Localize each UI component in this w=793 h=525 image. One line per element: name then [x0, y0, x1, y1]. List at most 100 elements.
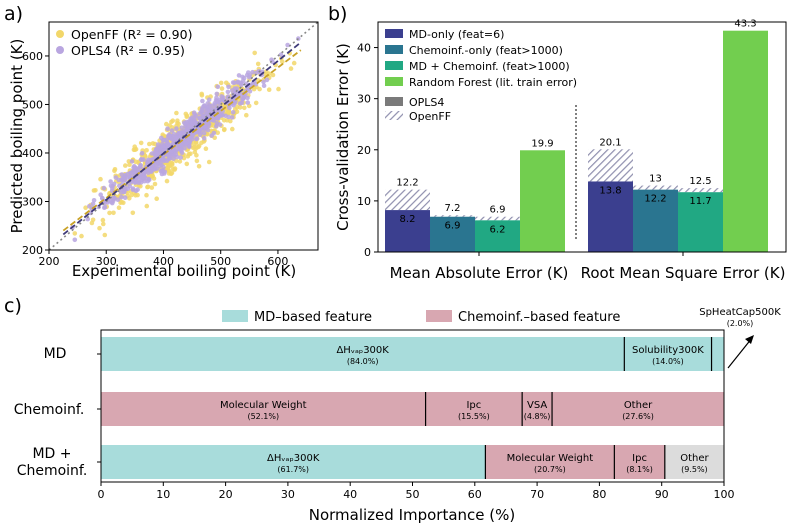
opls4-point: [237, 80, 243, 85]
openff-point: [100, 217, 106, 223]
openff-point: [132, 147, 138, 152]
opls4-point: [201, 114, 206, 119]
opls4-point: [174, 126, 179, 131]
legend-swatch-openff: [385, 111, 403, 120]
opls4-point: [87, 204, 92, 209]
importance-xtick-label: 40: [343, 488, 357, 501]
bar-openff-md-only: [385, 189, 430, 211]
importance-xtick-label: 90: [655, 488, 669, 501]
opls4-point: [246, 75, 252, 80]
scatter-xtick-label: 200: [39, 255, 60, 268]
bar-opls4-md-only: [588, 181, 633, 252]
opls4-point: [225, 89, 231, 95]
segment-percent: (8.1%): [626, 465, 653, 474]
openff-point: [257, 86, 262, 92]
scatter-xtick-label: 500: [210, 255, 231, 268]
openff-point: [144, 148, 149, 153]
opls4-point: [270, 59, 275, 64]
opls4-point: [245, 100, 251, 105]
bar-openff-value: 12.5: [689, 176, 711, 187]
opls4-point: [125, 186, 131, 192]
annotation-spheatcap-pct: (2.0%): [727, 319, 754, 328]
openff-point: [167, 163, 173, 169]
importance-segment: [522, 392, 553, 426]
openff-point: [255, 61, 261, 67]
bar-opls4-value: 6.9: [445, 221, 461, 232]
openff-point: [221, 127, 227, 133]
openff-point: [166, 169, 172, 174]
openff-point: [276, 86, 281, 92]
legend-swatch-random-forest: [385, 77, 403, 86]
openff-point: [199, 91, 204, 97]
openff-point: [98, 176, 103, 182]
legend-md-chemoinf: MD + Chemoinf. (feat>1000): [409, 60, 570, 73]
importance-panel: MD–based feature Chemoinf.–based feature…: [14, 307, 781, 524]
openff-point: [230, 126, 235, 132]
bar-random-forest: [520, 150, 565, 252]
opls4-point: [194, 136, 199, 142]
error-ylabel: Cross-validation Error (K): [334, 43, 352, 231]
opls4-point: [201, 130, 207, 136]
importance-segment: [552, 392, 724, 426]
importance-segment: [711, 337, 724, 371]
scatter-points: [70, 36, 301, 243]
openff-point: [194, 153, 199, 158]
opls4-point: [168, 153, 174, 158]
importance-xtick-label: 70: [530, 488, 544, 501]
scatter-ytick-label: 300: [22, 195, 43, 208]
opls4-point: [215, 84, 221, 90]
opls4-point: [186, 144, 192, 149]
segment-percent: (84.0%): [347, 357, 379, 366]
error-bar-panel: 12.2 8.2 7.2 6.9 6.9 6.2 19.9 20.1 13.8 13 12.2 12.…: [334, 19, 787, 282]
opls4-point: [158, 160, 163, 166]
openff-point: [266, 87, 272, 92]
openff-point: [111, 210, 116, 216]
row-label-md-chemoinf: MD + Chemoinf.: [17, 446, 88, 479]
openff-point: [242, 105, 247, 111]
annotation-arrow: [727, 337, 753, 369]
annotation-arrowhead: [745, 335, 754, 344]
segment-percent: (52.1%): [247, 412, 279, 421]
opls4-point: [201, 136, 207, 141]
opls4-point: [146, 157, 151, 163]
openff-point: [145, 184, 151, 190]
scatter-xtick-label: 300: [96, 255, 117, 268]
row-label-md: MD: [44, 346, 67, 362]
openff-point: [191, 144, 197, 150]
openff-point: [237, 105, 243, 110]
opls4-point: [179, 150, 185, 156]
opls4-point: [206, 97, 212, 102]
error-ytick-label: 20: [357, 144, 371, 157]
opls4-point: [108, 183, 114, 189]
scatter-panel: 200 300 400 500 600 200 300 400 500 600 Experimen…: [8, 21, 319, 280]
importance-legend: MD–based feature Chemoinf.–based feature: [222, 310, 620, 325]
opls4-point: [246, 70, 251, 75]
bar-opls4-value: 12.2: [644, 194, 666, 205]
segment-label: Molecular Weight: [220, 400, 307, 411]
openff-point: [89, 220, 95, 226]
opls4-point: [108, 179, 113, 184]
opls4-point: [176, 146, 182, 152]
opls4-point: [134, 179, 139, 185]
importance-xlabel: Normalized Importance (%): [309, 506, 516, 524]
openff-point: [154, 196, 159, 201]
bar-openff-value: 13: [649, 174, 662, 185]
segment-label: Other: [624, 400, 653, 411]
opls4-point: [187, 135, 192, 141]
opls4-point: [209, 133, 214, 138]
legend-md-only: MD-only (feat=6): [409, 28, 504, 41]
openff-point: [183, 111, 189, 117]
scatter-xlabel: Experimental boiling point (K): [72, 262, 296, 280]
opls4-point: [122, 195, 128, 200]
openff-point: [83, 205, 88, 210]
openff-point: [127, 162, 132, 167]
opls4-point: [278, 52, 284, 57]
panel-label-a: a): [4, 3, 23, 25]
legend-marker-opls4: [56, 46, 64, 54]
importance-segment: [101, 337, 625, 371]
openff-point: [152, 181, 158, 187]
openff-point: [150, 141, 156, 146]
opls4-point: [182, 145, 187, 151]
openff-point: [177, 159, 183, 164]
